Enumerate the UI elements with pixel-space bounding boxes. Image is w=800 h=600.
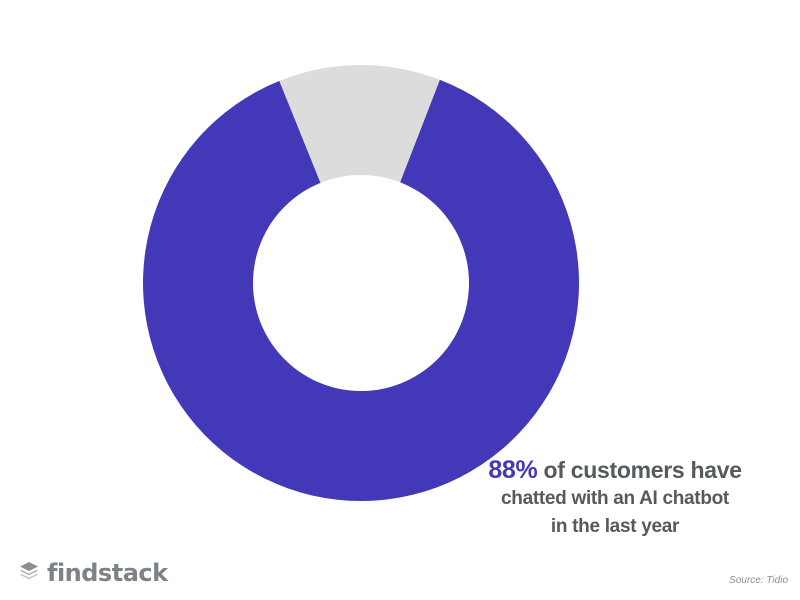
donut-slice-2 bbox=[279, 64, 440, 183]
caption-line-2: chatted with an AI chatbot bbox=[501, 488, 729, 509]
caption-line-1: 88% of customers have bbox=[470, 455, 760, 485]
stacked-layers-icon bbox=[18, 560, 40, 587]
caption-line-3: in the last year bbox=[550, 516, 680, 537]
logo-text: findstack bbox=[47, 559, 168, 587]
caption-line-1-rest: of customers have bbox=[537, 457, 742, 483]
source-note: Source: Tidio bbox=[729, 575, 788, 586]
chart-caption: 88% of customers have chatted with an AI… bbox=[470, 455, 760, 541]
findstack-logo: findstack bbox=[18, 556, 168, 590]
caption-highlight: 88% bbox=[488, 456, 538, 484]
donut-slice-1 bbox=[142, 79, 579, 501]
